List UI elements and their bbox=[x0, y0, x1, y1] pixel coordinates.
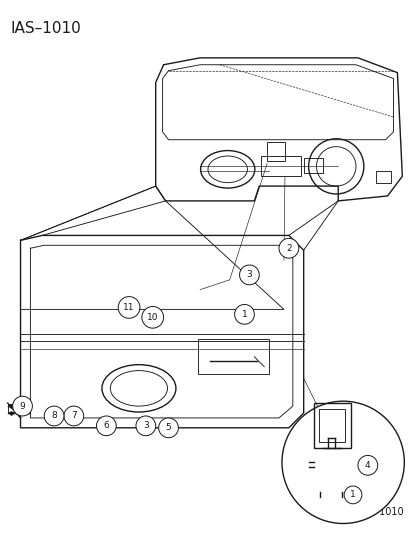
Text: 2: 2 bbox=[285, 244, 291, 253]
Circle shape bbox=[357, 455, 377, 475]
Text: 4: 4 bbox=[364, 461, 370, 470]
Text: 10: 10 bbox=[147, 313, 158, 322]
Text: 7: 7 bbox=[71, 411, 76, 421]
Text: 1: 1 bbox=[349, 490, 355, 499]
Bar bbox=[303, 158, 323, 173]
Bar bbox=[319, 409, 344, 442]
Text: 6: 6 bbox=[103, 421, 109, 430]
Text: IAS–1010: IAS–1010 bbox=[11, 21, 81, 36]
Bar bbox=[8, 404, 19, 412]
Circle shape bbox=[135, 416, 155, 435]
Bar bbox=[266, 142, 284, 161]
Circle shape bbox=[343, 486, 361, 504]
Circle shape bbox=[239, 265, 259, 285]
Circle shape bbox=[118, 296, 140, 318]
Bar bbox=[313, 403, 350, 448]
Text: 3: 3 bbox=[246, 270, 252, 279]
Text: 11: 11 bbox=[123, 303, 135, 312]
Circle shape bbox=[158, 418, 178, 438]
Circle shape bbox=[96, 416, 116, 435]
Bar bbox=[375, 171, 389, 183]
Text: 5: 5 bbox=[165, 423, 171, 432]
Text: 3: 3 bbox=[142, 421, 148, 430]
Circle shape bbox=[234, 304, 254, 324]
Circle shape bbox=[281, 401, 404, 523]
Text: 1: 1 bbox=[241, 310, 247, 319]
Bar bbox=[198, 339, 268, 374]
Text: 95142  1010: 95142 1010 bbox=[341, 506, 402, 516]
Bar bbox=[261, 157, 300, 176]
Text: 9: 9 bbox=[19, 401, 25, 410]
Circle shape bbox=[278, 238, 298, 258]
Circle shape bbox=[44, 406, 64, 426]
Circle shape bbox=[13, 396, 32, 416]
Text: 8: 8 bbox=[51, 411, 57, 421]
Circle shape bbox=[64, 406, 83, 426]
Circle shape bbox=[142, 306, 163, 328]
